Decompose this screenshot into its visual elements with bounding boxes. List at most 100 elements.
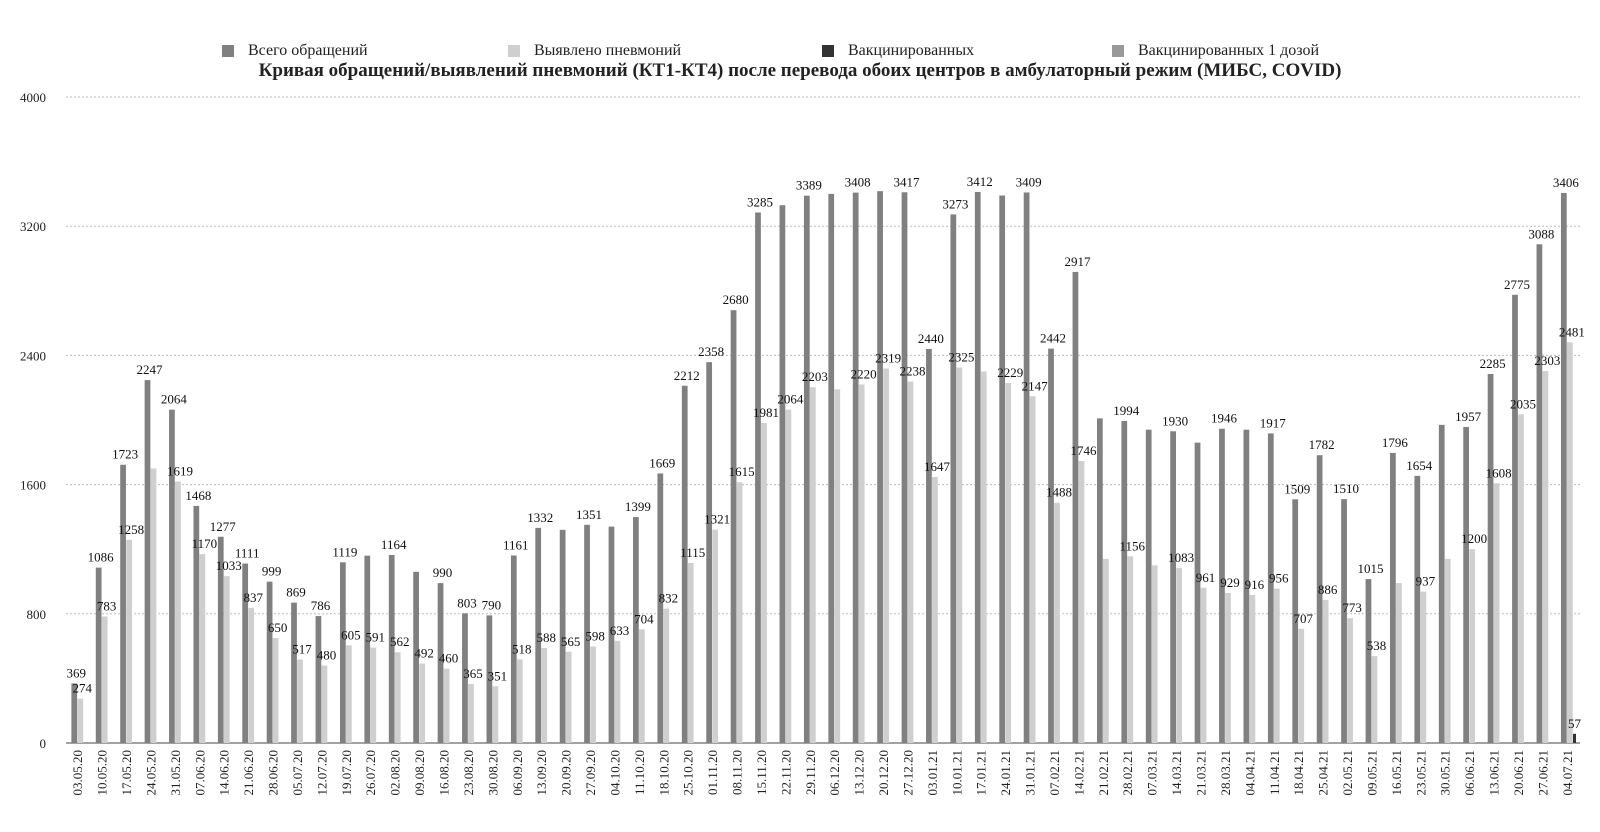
x-tick-label: 31.01.21 (1023, 750, 1038, 796)
bar-total (559, 529, 566, 743)
data-label-total: 369 (66, 665, 86, 680)
data-label-pneumonia: 783 (97, 599, 117, 614)
y-axis: 0 800 1600 2400 3200 4000 (20, 90, 46, 751)
data-label-pneumonia: 1083 (1168, 550, 1194, 565)
data-label-pneumonia: 365 (463, 666, 483, 681)
data-label-pneumonia: 961 (1196, 570, 1216, 585)
data-label-pneumonia: 351 (488, 668, 508, 683)
data-label-total: 1332 (527, 510, 553, 525)
bar-pneumonia (1469, 549, 1476, 743)
x-tick-label: 30.05.21 (1438, 750, 1453, 796)
data-label-pneumonia: 2319 (875, 350, 901, 365)
bar-total (193, 505, 200, 743)
bar-pneumonia (1176, 568, 1183, 743)
bar-total (633, 517, 639, 743)
bar-total (657, 473, 664, 743)
bar-total (95, 567, 102, 743)
x-tick-label: 14.02.21 (1071, 750, 1086, 796)
x-tick-label: 20.12.20 (876, 750, 891, 796)
data-label-total: 1510 (1333, 481, 1359, 496)
bar-total (388, 555, 395, 743)
bar-total (1463, 426, 1470, 743)
bar-pneumonia (785, 409, 792, 743)
x-tick-label: 27.12.20 (900, 750, 915, 796)
legend-swatch-pneumonia (508, 45, 520, 57)
x-tick-label: 02.08.20 (388, 750, 403, 796)
bar-total (1145, 429, 1152, 743)
x-tick-label: 06.06.21 (1462, 750, 1477, 796)
bar-pneumonia (248, 607, 255, 743)
data-label-total: 2064 (161, 392, 188, 407)
data-label-pneumonia: 937 (1416, 574, 1436, 589)
x-tick-label: 10.01.21 (949, 750, 964, 796)
data-label-pneumonia: 707 (1293, 611, 1313, 626)
data-label-total: 2285 (1480, 356, 1506, 371)
bar-total (1414, 475, 1421, 743)
data-label-total: 2358 (698, 344, 724, 359)
data-label-pneumonia: 2303 (1534, 353, 1560, 368)
data-label-vaccinated: 57 (1568, 716, 1582, 731)
x-tick-label: 07.06.20 (192, 750, 207, 796)
data-label-total: 1399 (625, 499, 651, 514)
bar-pneumonia (223, 576, 230, 743)
x-tick-label: 24.01.21 (998, 750, 1013, 796)
bar-pneumonia (956, 367, 963, 743)
bar-total (901, 192, 908, 743)
data-label-total: 2247 (137, 362, 164, 377)
bar-total (266, 581, 273, 743)
data-label-pneumonia: 274 (73, 681, 93, 696)
data-label-pneumonia: 1488 (1046, 485, 1072, 500)
bar-total (1536, 244, 1543, 743)
data-label-total: 999 (262, 564, 282, 579)
data-label-total: 1723 (112, 447, 138, 462)
bar-total (1292, 499, 1299, 743)
bar-pneumonia (1200, 587, 1207, 743)
legend-swatch-vaccinated (822, 45, 834, 57)
data-label-total: 3088 (1528, 226, 1554, 241)
data-label-pneumonia: 773 (1342, 600, 1362, 615)
bar-total (1438, 424, 1445, 743)
legend-item-vaccinated-one-dose: Вакцинированных 1 дозой (1112, 42, 1319, 60)
x-tick-label: 10.05.20 (95, 750, 110, 796)
data-label-pneumonia: 538 (1367, 638, 1387, 653)
bar-pneumonia (809, 387, 816, 743)
legend-label-pneumonia: Выявлено пневмоний (534, 42, 682, 59)
bar-pneumonia (1371, 656, 1378, 743)
data-label-total: 790 (482, 597, 502, 612)
x-tick-label: 18.10.20 (656, 750, 671, 796)
x-tick-label: 31.05.20 (168, 750, 183, 796)
bar-total (510, 555, 517, 743)
x-tick-label: 27.09.20 (583, 750, 598, 796)
x-tick-label: 19.07.20 (339, 750, 354, 796)
x-tick-label: 20.06.21 (1511, 750, 1526, 796)
data-label-total: 1917 (1260, 415, 1287, 430)
x-tick-label: 25.04.21 (1316, 750, 1331, 796)
data-label-pneumonia: 1608 (1486, 465, 1512, 480)
data-label-pneumonia: 2035 (1510, 396, 1536, 411)
data-label-total: 2212 (674, 368, 700, 383)
data-label-total: 1086 (88, 550, 115, 565)
data-label-pneumonia: 956 (1269, 571, 1289, 586)
x-tick-label: 09.08.20 (412, 750, 427, 796)
legend-label-vaccinated: Вакцинированных (848, 42, 975, 59)
data-label-total: 1111 (235, 546, 260, 561)
data-label-pneumonia: 1615 (729, 464, 755, 479)
data-label-pneumonia: 517 (292, 642, 312, 657)
data-label-total: 3273 (942, 196, 968, 211)
data-label-pneumonia: 492 (414, 646, 434, 661)
bar-pneumonia (1322, 599, 1329, 743)
data-label-pneumonia: 1647 (924, 459, 951, 474)
bar-pneumonia (907, 381, 914, 743)
bar-pneumonia (101, 616, 108, 743)
data-label-pneumonia: 2203 (802, 369, 828, 384)
bar-pneumonia (1127, 556, 1134, 743)
x-tick-label: 04.07.21 (1560, 750, 1575, 796)
bar-pneumonia (1249, 595, 1256, 743)
data-label-total: 1277 (210, 519, 237, 534)
data-label-pneumonia: 2147 (1022, 378, 1049, 393)
x-tick-label: 20.09.20 (559, 750, 574, 796)
bar-total (755, 212, 761, 743)
x-tick-label: 03.01.21 (925, 750, 940, 796)
data-label-pneumonia: 565 (561, 634, 581, 649)
